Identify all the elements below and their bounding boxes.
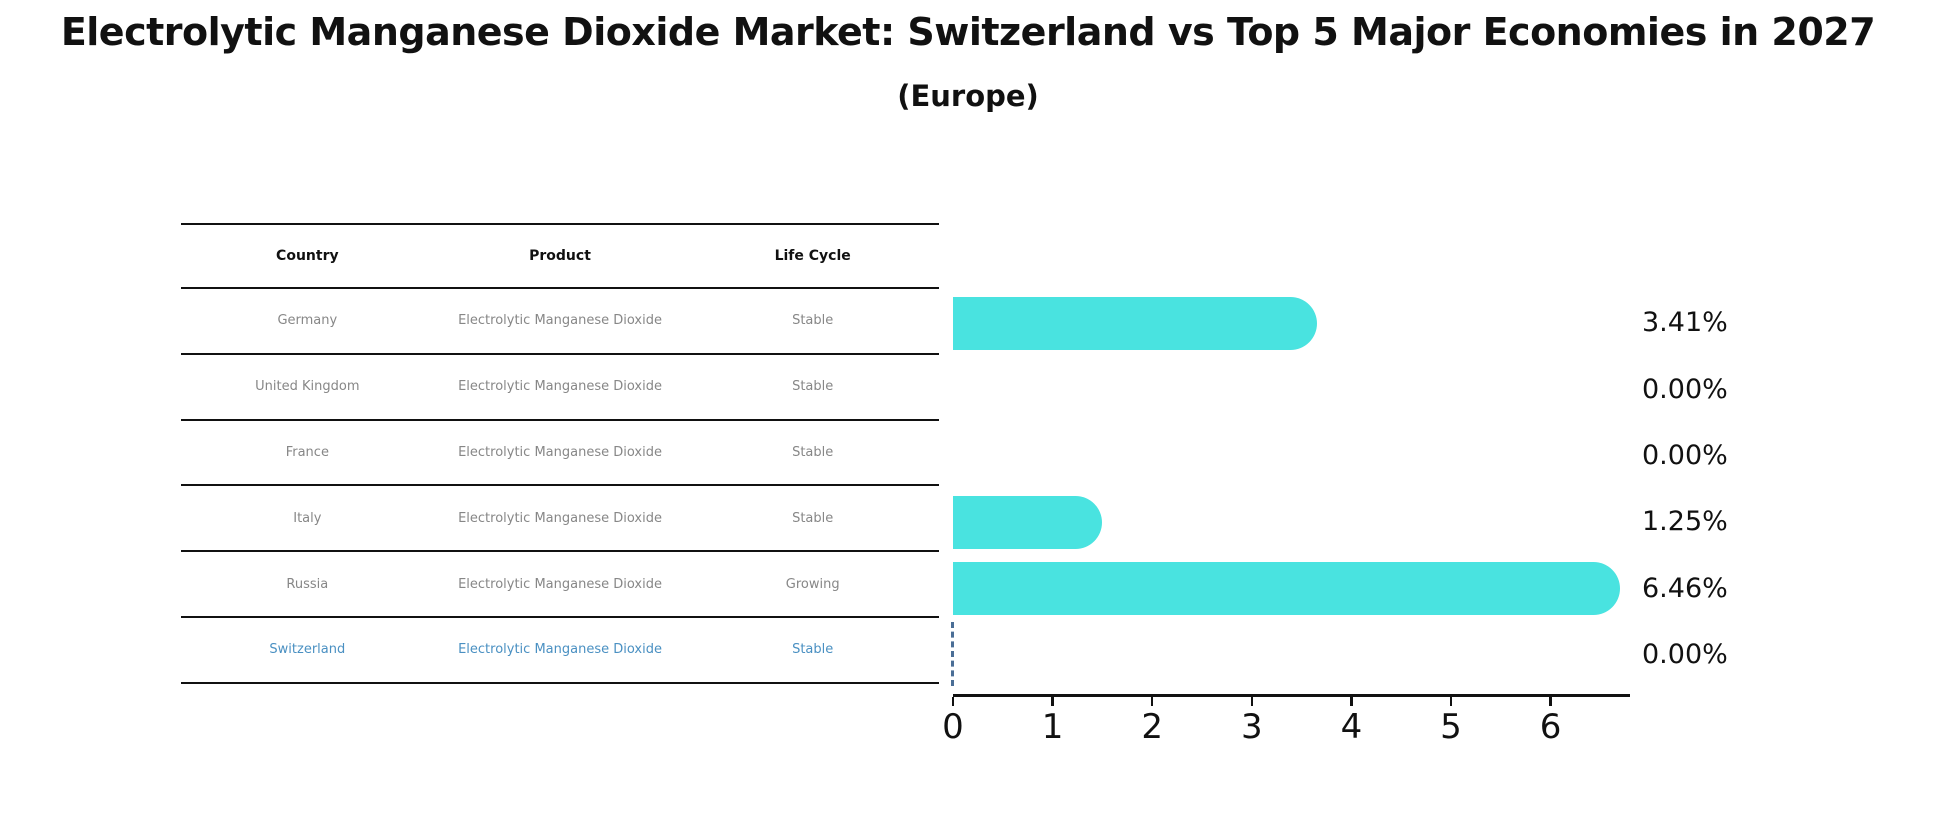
x-tick-label-2: 2 (1141, 707, 1163, 747)
table-row-united-kingdom: United Kingdom Electrolytic Manganese Dio… (181, 355, 939, 421)
bar-russia (953, 562, 1621, 616)
value-label-germany: 3.41% (1642, 307, 1728, 339)
x-tick-3 (1250, 696, 1254, 706)
product-cell: Electrolytic Manganese Dioxide (458, 510, 662, 526)
country-cell: United Kingdom (255, 379, 360, 395)
table-row-switzerland: Switzerland Electrolytic Manganese Dioxid… (181, 618, 939, 684)
switzerland-zero-marker (951, 621, 954, 686)
country-table: Country Product Life Cycle Germany Electr… (181, 223, 939, 684)
x-tick-0 (951, 696, 955, 706)
x-tick-label-4: 4 (1340, 707, 1363, 747)
x-tick-label-0: 0 (942, 707, 964, 747)
value-label-switzerland: 0.00% (1642, 638, 1728, 670)
value-label-russia: 6.46% (1642, 572, 1728, 604)
chart-subtitle: (Europe) (897, 79, 1039, 113)
table-row-germany: Germany Electrolytic Manganese Dioxide Sta… (181, 289, 939, 355)
column-header-country: Country (276, 248, 339, 264)
product-cell: Electrolytic Manganese Dioxide (458, 444, 662, 460)
x-tick-4 (1350, 696, 1353, 706)
life-cycle-cell: Stable (792, 444, 834, 460)
value-label-united-kingdom: 0.00% (1642, 373, 1728, 405)
life-cycle-cell: Stable (792, 379, 834, 395)
chart-title: Electrolytic Manganese Dioxide Market: S… (60, 10, 1876, 54)
table-row-italy: Italy Electrolytic Manganese Dioxide Stabl… (181, 486, 939, 553)
x-tick-5 (1449, 696, 1453, 706)
life-cycle-cell: Stable (792, 642, 834, 658)
x-tick-label-3: 3 (1240, 707, 1263, 747)
x-tick-label-6: 6 (1539, 707, 1562, 747)
product-cell: Electrolytic Manganese Dioxide (458, 576, 662, 592)
life-cycle-cell: Growing (785, 576, 840, 592)
country-cell: Germany (277, 313, 338, 329)
life-cycle-cell: Stable (792, 510, 834, 526)
value-label-italy: 1.25% (1642, 506, 1728, 538)
x-axis-line (953, 694, 1630, 697)
country-cell: Russia (286, 576, 329, 592)
x-tick-label-5: 5 (1440, 707, 1462, 747)
x-tick-6 (1549, 696, 1552, 706)
bar-italy (953, 495, 1102, 549)
x-tick-1 (1051, 696, 1054, 706)
product-cell: Electrolytic Manganese Dioxide (458, 313, 662, 329)
country-cell: France (285, 444, 329, 460)
life-cycle-cell: Stable (792, 313, 834, 329)
product-cell: Electrolytic Manganese Dioxide (458, 379, 662, 395)
country-cell: Italy (293, 510, 322, 526)
product-cell: Electrolytic Manganese Dioxide (458, 642, 662, 658)
table-header-row: Country Product Life Cycle (181, 225, 939, 289)
x-tick-2 (1150, 696, 1154, 706)
column-header-product: Product (529, 248, 591, 264)
x-tick-label-1: 1 (1041, 707, 1064, 747)
column-header-life-cycle: Life Cycle (774, 248, 851, 264)
value-label-france: 0.00% (1642, 439, 1728, 471)
country-cell: Switzerland (269, 642, 346, 658)
bar-germany (953, 296, 1317, 350)
table-row-france: France Electrolytic Manganese Dioxide Stab… (181, 421, 939, 487)
table-row-russia: Russia Electrolytic Manganese Dioxide Grow… (181, 552, 939, 618)
table-body: Germany Electrolytic Manganese Dioxide Sta… (181, 289, 939, 684)
